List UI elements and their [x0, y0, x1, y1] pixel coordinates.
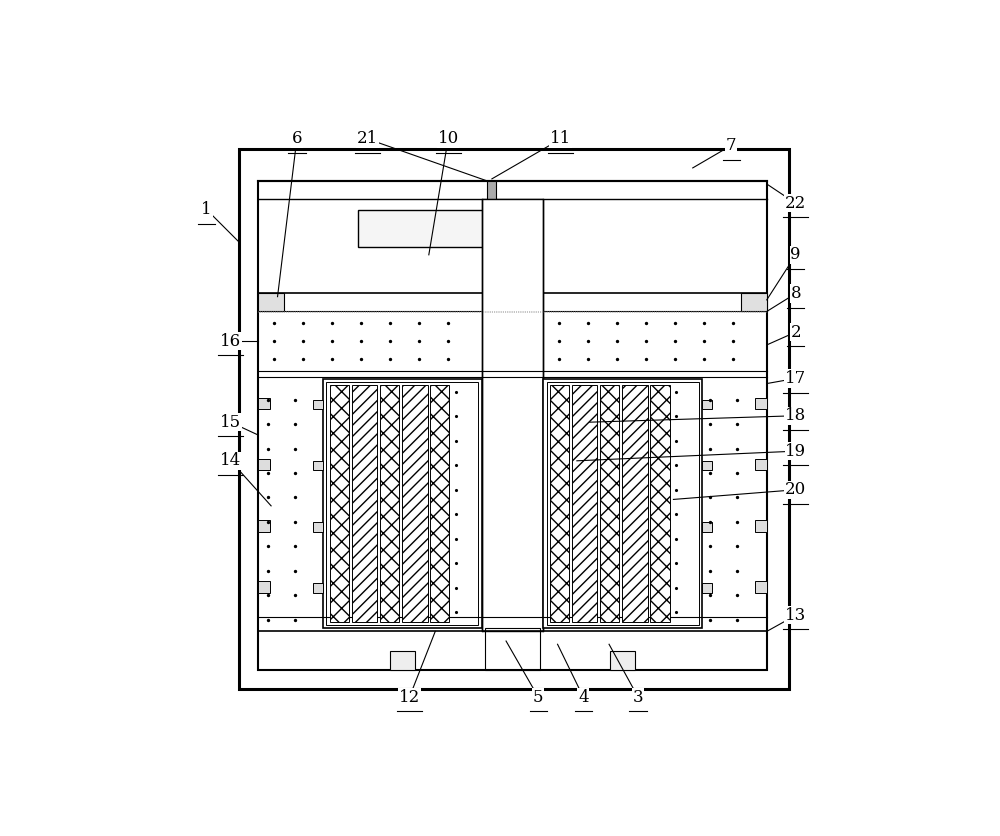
Text: 2: 2 — [790, 324, 801, 340]
Bar — [323, 379, 482, 628]
Text: 1: 1 — [201, 201, 212, 218]
Bar — [258, 459, 270, 471]
Text: 6: 6 — [292, 130, 302, 147]
Bar — [390, 650, 415, 670]
Text: 5: 5 — [533, 689, 543, 706]
Bar — [550, 385, 569, 622]
Text: 21: 21 — [357, 130, 378, 147]
Bar — [430, 385, 449, 622]
Bar — [702, 522, 712, 532]
Bar — [543, 379, 702, 628]
Text: 13: 13 — [785, 607, 806, 624]
Bar — [326, 382, 478, 625]
Bar — [330, 385, 349, 622]
Bar — [755, 520, 767, 532]
Bar — [313, 400, 323, 410]
Text: 10: 10 — [438, 130, 459, 147]
Text: 18: 18 — [785, 407, 806, 424]
Bar — [258, 520, 270, 532]
Bar — [610, 650, 635, 670]
Bar — [622, 385, 648, 622]
Bar — [380, 385, 399, 622]
Bar — [402, 385, 428, 622]
Bar — [313, 584, 323, 593]
Bar — [755, 581, 767, 593]
Text: 19: 19 — [785, 442, 806, 460]
Text: 16: 16 — [220, 333, 241, 349]
Bar — [572, 385, 597, 622]
Text: 15: 15 — [220, 414, 241, 431]
Text: 12: 12 — [399, 689, 420, 706]
Text: 8: 8 — [790, 285, 801, 302]
Text: 9: 9 — [790, 247, 801, 263]
Text: 14: 14 — [220, 452, 241, 469]
Text: 11: 11 — [550, 130, 571, 147]
Bar — [702, 461, 712, 471]
Bar — [352, 385, 377, 622]
Bar — [313, 461, 323, 471]
Bar — [755, 459, 767, 471]
Bar — [258, 181, 767, 670]
Bar — [239, 149, 789, 690]
Bar — [258, 293, 284, 312]
Bar — [313, 522, 323, 532]
Bar — [485, 628, 540, 670]
Text: 3: 3 — [633, 689, 643, 706]
Bar — [702, 400, 712, 410]
Text: 22: 22 — [785, 195, 806, 212]
Bar — [547, 382, 699, 625]
Bar — [702, 584, 712, 593]
Bar — [600, 385, 619, 622]
Bar — [358, 210, 493, 247]
Bar — [650, 385, 670, 622]
Bar — [487, 181, 496, 199]
Text: 17: 17 — [785, 370, 806, 387]
Text: 7: 7 — [726, 137, 737, 154]
Text: 20: 20 — [785, 482, 806, 498]
Bar — [258, 398, 270, 410]
Text: 4: 4 — [578, 689, 589, 706]
Bar — [258, 581, 270, 593]
Bar — [755, 398, 767, 410]
Bar — [482, 199, 543, 631]
Bar — [741, 293, 767, 312]
